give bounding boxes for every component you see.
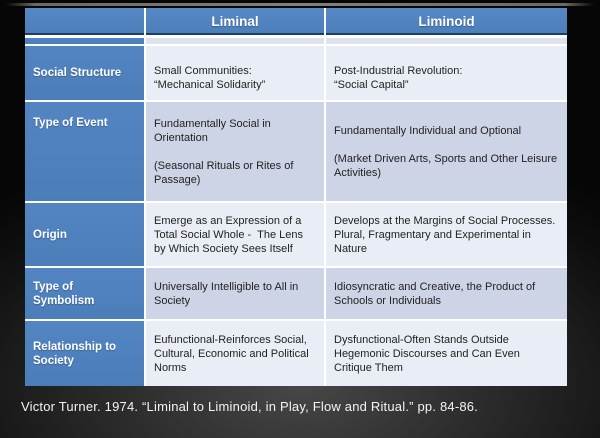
- spacer-cell-label: [24, 35, 146, 46]
- table-row-origin: Origin Emerge as an Expression of a Tota…: [24, 201, 568, 268]
- cell-liminal: Fundamentally Social in Orientation (Sea…: [144, 100, 326, 203]
- table-row-relationship-to-society: Relationship to Society Eufunctional-Rei…: [24, 319, 568, 387]
- cell-liminal: Universally Intelligible to All in Socie…: [144, 266, 326, 321]
- header-row: Liminal Liminoid: [24, 7, 568, 38]
- table-row-social-structure: Social Structure Small Communities: “Mec…: [24, 44, 568, 102]
- row-label: Type of Event: [24, 100, 146, 203]
- cell-liminal: Eufunctional-Reinforces Social, Cultural…: [144, 319, 326, 387]
- table-row-type-of-event: Type of Event Fundamentally Social in Or…: [24, 100, 568, 203]
- cell-liminoid: Post-Industrial Revolution: “Social Capi…: [324, 44, 568, 102]
- header-cell-liminoid: Liminoid: [324, 7, 568, 38]
- background-highlight-streak: [6, 3, 594, 6]
- cell-liminal: Emerge as an Expression of a Total Socia…: [144, 201, 326, 268]
- table-row-type-of-symbolism: Type of Symbolism Universally Intelligib…: [24, 266, 568, 321]
- row-label: Relationship to Society: [24, 319, 146, 387]
- liminal-liminoid-comparison-table: Liminal Liminoid Social Structure Small …: [24, 7, 568, 387]
- citation-caption: Victor Turner. 1974. “Liminal to Liminoi…: [21, 399, 479, 414]
- row-label: Origin: [24, 201, 146, 268]
- spacer-cell-liminal: [144, 35, 326, 46]
- cell-liminoid: Develops at the Margins of Social Proces…: [324, 201, 568, 268]
- row-label: Type of Symbolism: [24, 266, 146, 321]
- cell-liminal: Small Communities: “Mechanical Solidarit…: [144, 44, 326, 102]
- cell-liminoid: Fundamentally Individual and Optional (M…: [324, 100, 568, 203]
- cell-liminoid: Idiosyncratic and Creative, the Product …: [324, 266, 568, 321]
- row-label: Social Structure: [24, 44, 146, 102]
- header-cell-blank: [24, 7, 146, 38]
- header-cell-liminal: Liminal: [144, 7, 326, 38]
- cell-liminoid: Dysfunctional-Often Stands Outside Hegem…: [324, 319, 568, 387]
- spacer-cell-liminoid: [324, 35, 568, 46]
- comparison-table-container: Liminal Liminoid Social Structure Small …: [24, 7, 568, 387]
- spacer-row: [24, 35, 568, 46]
